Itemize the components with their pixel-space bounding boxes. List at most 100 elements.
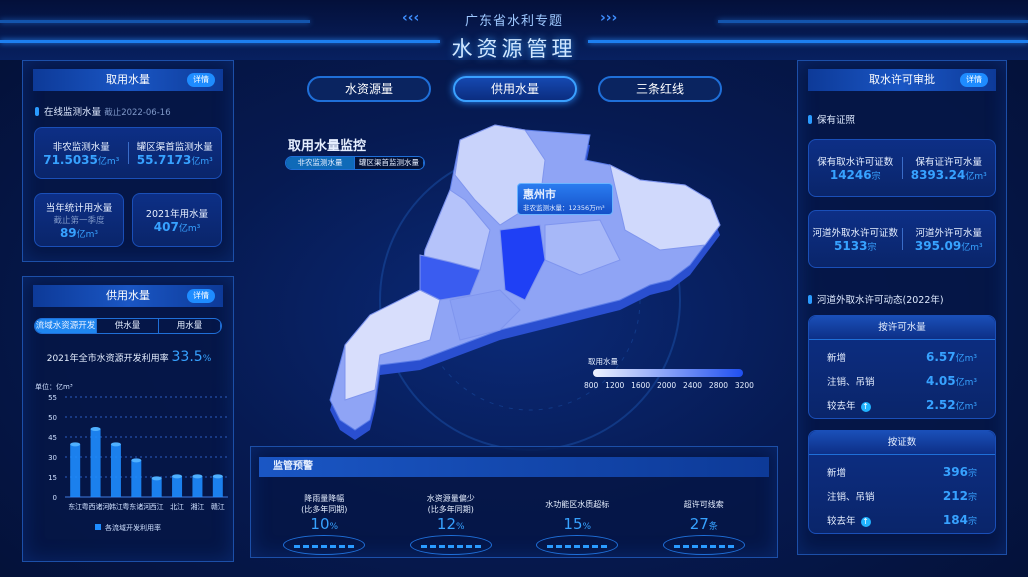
row-value: 6.57 — [926, 350, 956, 364]
header-line-right2 — [588, 40, 1028, 43]
tab-supply-use[interactable]: 供用水量 — [453, 76, 577, 102]
unit: 亿m³ — [191, 157, 213, 167]
bar — [151, 476, 162, 497]
license-card: 保有取水许可证数 14246宗 保有证许可水量 8393.24亿m³ — [808, 139, 996, 197]
row-value: 212 — [942, 489, 968, 503]
dev-rate: 2021年全市水资源开发利用率 33.5% — [23, 349, 235, 365]
details-button[interactable]: 详情 — [187, 73, 215, 87]
header — [0, 0, 1028, 60]
tab-supply[interactable]: 供水量 — [97, 319, 159, 333]
tab-water-resources[interactable]: 水资源量 — [307, 76, 431, 102]
region-meizhou — [609, 164, 721, 251]
region-guangzhou — [499, 224, 546, 301]
bar — [131, 458, 142, 497]
y-tick-label: 0 — [53, 494, 57, 502]
x-tick-label: 东江 — [68, 502, 82, 511]
sub-label: 截止第一季度 — [53, 216, 105, 226]
permit-panel: 取水许可审批 详情 保有证照 保有取水许可证数 14246宗 保有证许可水量 8393… — [797, 60, 1007, 555]
bar — [70, 442, 81, 497]
details-button[interactable]: 详情 — [187, 289, 215, 303]
warning-item: 水资源量偏少 (比多年同期) 12% — [391, 493, 511, 555]
panel-title: 取水许可审批 — [869, 73, 935, 86]
row-label: 较去年 ↑ — [827, 401, 871, 412]
tab-three-red-lines[interactable]: 三条红线 — [598, 76, 722, 102]
page-title: 水资源管理 — [451, 37, 577, 61]
unit: 亿m³ — [76, 230, 99, 240]
rate-label: 2021年全市水资源开发利用率 — [46, 354, 169, 364]
chevron-left-icon: ‹‹‹ — [402, 10, 420, 26]
row-unit: 亿m³ — [955, 402, 977, 412]
supply-tabs: 流域水资源开发利用 供水量 用水量 — [34, 318, 222, 334]
bar — [90, 427, 101, 497]
panel-header: 取水许可审批 详情 — [808, 69, 996, 91]
bar — [110, 442, 121, 497]
warning-label: 水功能区水质超标 — [545, 499, 610, 509]
basin-bar-chart: 单位：亿m³ 0 15 30 45 50 55 东江 粤西诸河 韩江 粤东诸河 西江 北江 湘江 赣江各流域… — [35, 382, 228, 532]
legend-tick: 2400 — [682, 381, 703, 390]
region-huizhou — [544, 219, 621, 276]
x-tick-label: 北江 — [170, 503, 184, 511]
legend-tick: 2800 — [708, 381, 729, 390]
label: 保有取水许可证数 — [817, 157, 894, 168]
row-label: 新增 — [827, 353, 847, 364]
supply-panel: 供用水量 详情 流域水资源开发利用 供水量 用水量 2021年全市水资源开发利用率… — [22, 276, 234, 562]
legend-tick: 2000 — [657, 381, 677, 390]
x-tick-label: 粤西诸河 — [82, 502, 110, 511]
unit: 宗 — [867, 243, 877, 253]
value: 14246 — [829, 168, 872, 182]
value: 89 — [59, 226, 77, 240]
bar — [192, 474, 203, 497]
label: 河道外取水许可证数 — [812, 228, 898, 239]
panel-title: 取用水量 — [106, 73, 150, 86]
legend-tick: 1200 — [605, 381, 625, 390]
x-tick-label: 赣江 — [211, 502, 225, 511]
warning-item: 降雨量降幅 (比多年同期) 10% — [264, 493, 384, 555]
unit: 亿m³ — [97, 157, 120, 167]
toggle-nonagri[interactable]: 非农监测水量 — [286, 157, 355, 169]
row-unit: 亿m³ — [955, 354, 977, 364]
value: 71.5035 — [43, 153, 98, 167]
by-count-card: 按证数 新增 396宗 注销、吊销 212宗 较去年 ↑ 184宗 — [808, 430, 996, 534]
online-monitor-card: 非农监测水量 71.5035亿m³ 罐区渠首监测水量 55.7173亿m³ — [34, 127, 222, 179]
row-label: 注销、吊销 — [827, 377, 875, 388]
warning-title: 监管预警 — [259, 457, 769, 477]
value: 395.09 — [914, 239, 962, 253]
ring-decoration — [536, 535, 619, 555]
annual-stat-card: 当年统计用水量 截止第一季度 89亿m³ — [34, 193, 124, 247]
panel-title: 供用水量 — [106, 289, 150, 302]
stat-row: 注销、吊销 212宗 — [809, 485, 995, 507]
row-label: 注销、吊销 — [827, 492, 875, 503]
panel-header: 取用水量 详情 — [33, 69, 223, 91]
stat-row: 新增 396宗 — [809, 461, 995, 483]
header-line-right — [718, 20, 1028, 23]
x-tick-label: 粤东诸河 — [122, 502, 150, 511]
warning-label: 水资源量偏少 — [426, 494, 475, 503]
label: 非农监测水量 — [52, 142, 110, 153]
warning-value: 12 — [436, 515, 457, 533]
warning-value: 10 — [310, 515, 330, 533]
details-button[interactable]: 详情 — [960, 73, 988, 87]
warning-sub: (比多年同期) — [301, 505, 348, 514]
row-label: 较去年 ↑ — [827, 516, 871, 527]
rate-unit: % — [202, 354, 212, 364]
legend-tick: 3200 — [734, 381, 754, 390]
tooltip-city: 惠州市 — [523, 188, 556, 201]
legend-swatch — [95, 524, 101, 530]
row-value: 4.05 — [926, 374, 956, 388]
legend-title: 取用水量 — [588, 357, 618, 366]
section-title: 在线监测水量 — [35, 107, 101, 118]
tab-use[interactable]: 用水量 — [159, 319, 221, 333]
card-title: 按证数 — [809, 431, 995, 455]
warning-items: 降雨量降幅 (比多年同期) 10% 水资源量偏少 (比多年同期) 12% 水功能区水质超标 1… — [261, 493, 767, 555]
x-tick-label: 湘江 — [190, 502, 204, 511]
legend-tick: 800 — [584, 381, 599, 390]
warning-unit: % — [582, 522, 592, 532]
warning-sub: (比多年同期) — [427, 505, 474, 514]
toggle-canal[interactable]: 罐区渠首监测水量 — [355, 157, 424, 169]
arrow-up-icon: ↑ — [860, 517, 871, 527]
legend-gradient — [593, 369, 743, 377]
legend-tick: 1600 — [631, 381, 651, 390]
panel-header: 供用水量 详情 — [33, 285, 223, 307]
row-value: 184 — [942, 513, 968, 527]
tab-basin-dev[interactable]: 流域水资源开发利用 — [35, 319, 97, 333]
